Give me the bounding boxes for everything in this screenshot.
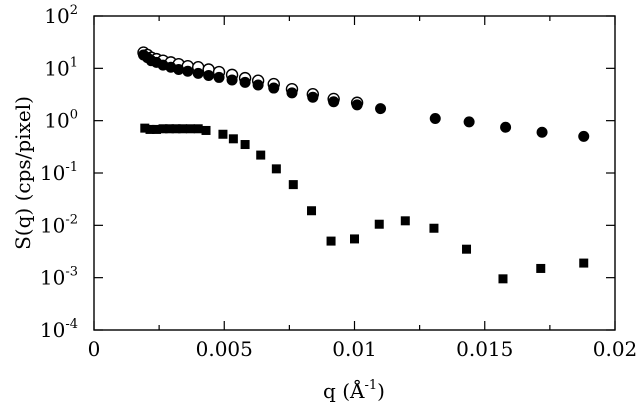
data-point-square — [240, 140, 250, 150]
data-point-filled-circle — [239, 76, 251, 88]
data-point-square — [326, 236, 336, 246]
y-tick-label: 10-3 — [40, 265, 78, 290]
data-point-square — [429, 223, 439, 233]
data-point-filled-circle — [375, 103, 387, 115]
data-point-square — [579, 258, 589, 268]
y-axis-title: S(q) (cps/pixel) — [11, 96, 35, 250]
data-point-square — [536, 263, 546, 273]
y-tick-label: 101 — [44, 55, 78, 80]
y-tick-label: 100 — [44, 108, 78, 133]
data-point-square — [165, 124, 175, 134]
data-point-square — [185, 124, 195, 134]
data-point-filled-circle — [328, 96, 340, 108]
x-tick-label: 0.015 — [456, 337, 513, 361]
data-point-square — [462, 244, 472, 254]
data-point-square — [271, 164, 281, 174]
x-tick-label: 0.005 — [196, 337, 253, 361]
data-point-square — [140, 123, 150, 133]
data-points — [137, 46, 590, 284]
data-point-filled-circle — [226, 74, 238, 86]
data-point-square — [228, 134, 238, 144]
data-point-square — [374, 219, 384, 229]
y-tick-label: 10-4 — [40, 317, 78, 342]
data-point-filled-circle — [268, 82, 280, 94]
data-point-filled-circle — [173, 63, 185, 75]
x-tick-label: 0.02 — [593, 337, 638, 361]
data-point-filled-circle — [192, 67, 204, 79]
x-axis-ticks: 0 0.005 0.01 0.015 0.02 — [88, 16, 638, 361]
data-point-square — [400, 216, 410, 226]
data-point-square — [218, 129, 228, 139]
data-point-filled-circle — [500, 121, 512, 133]
data-point-square — [350, 234, 359, 244]
data-point-square — [307, 206, 317, 216]
data-point-square — [193, 124, 203, 134]
data-point-filled-circle — [307, 91, 319, 103]
data-point-filled-circle — [578, 130, 590, 142]
data-point-square — [152, 124, 162, 134]
data-point-square — [145, 124, 155, 134]
data-point-square — [498, 274, 508, 284]
y-tick-label: 10-2 — [40, 212, 78, 237]
data-point-square — [178, 124, 188, 134]
data-point-filled-circle — [213, 71, 225, 83]
x-axis-title: q (Å-1) — [323, 378, 385, 403]
y-axis-ticks: 102 101 100 10-1 10-2 10-3 10-4 — [40, 3, 615, 342]
data-point-square — [288, 180, 298, 190]
data-point-filled-circle — [182, 65, 194, 77]
data-point-filled-circle — [252, 79, 264, 91]
data-point-filled-circle — [286, 87, 298, 99]
data-point-square — [158, 124, 168, 134]
y-tick-label: 10-1 — [40, 160, 78, 185]
data-point-square — [171, 124, 181, 134]
data-point-square — [201, 125, 211, 135]
data-point-filled-circle — [429, 113, 441, 125]
x-tick-label: 0.01 — [332, 337, 377, 361]
data-point-filled-circle — [463, 116, 475, 128]
data-point-filled-circle — [203, 69, 215, 81]
data-point-square — [256, 150, 266, 160]
data-point-filled-circle — [536, 126, 548, 138]
y-tick-label: 102 — [44, 3, 78, 28]
x-tick-label: 0 — [88, 337, 101, 361]
data-point-filled-circle — [351, 99, 363, 111]
